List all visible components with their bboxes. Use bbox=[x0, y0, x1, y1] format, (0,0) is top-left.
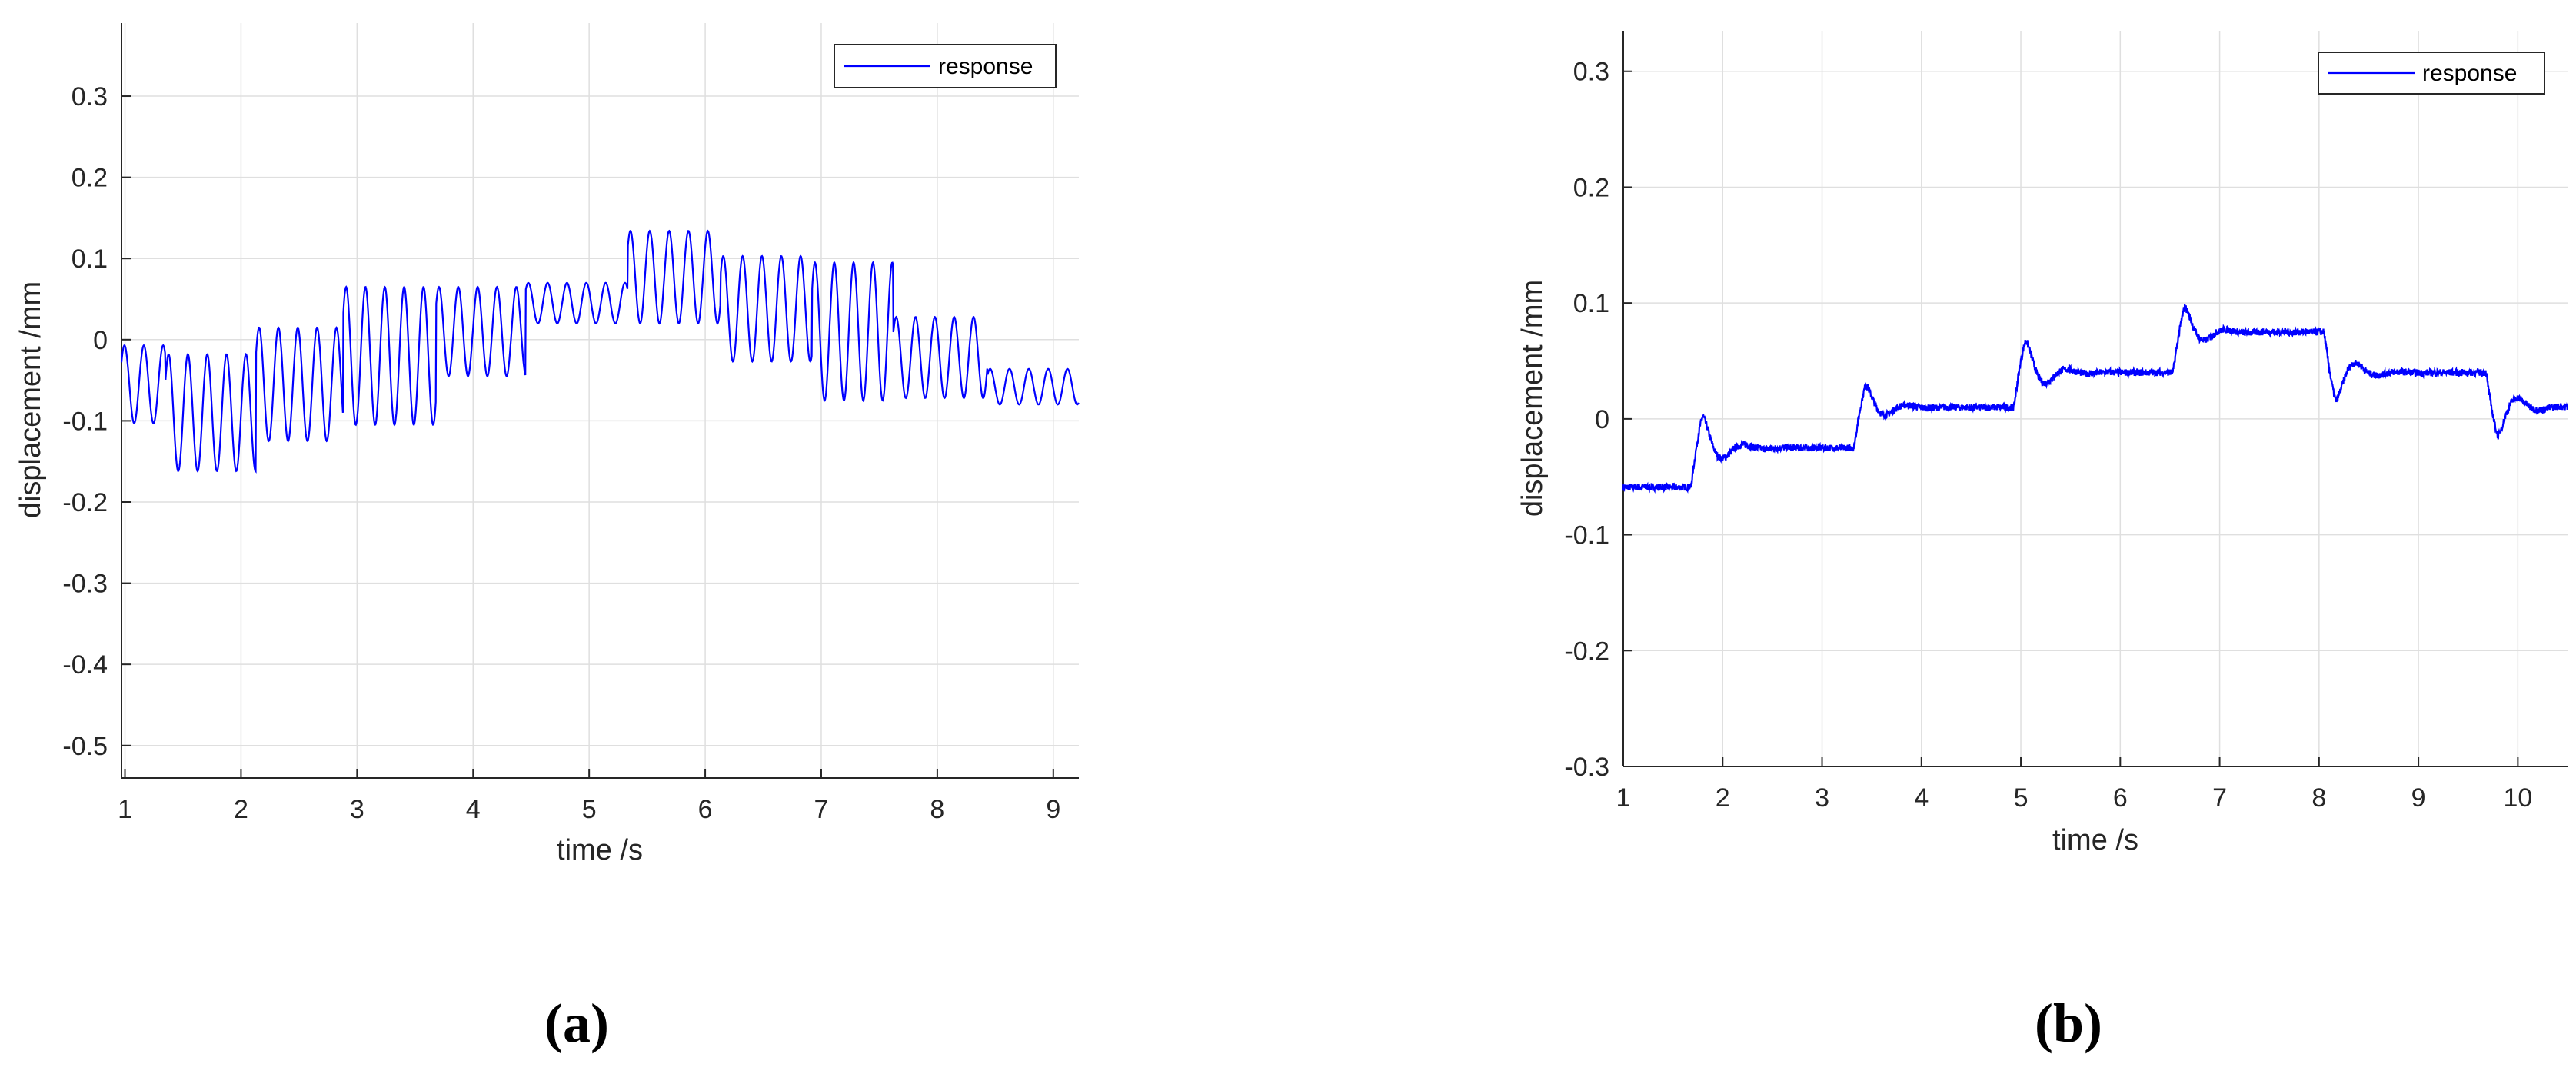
x-tick-label: 5 bbox=[582, 795, 597, 824]
y-tick-label: 0.1 bbox=[1573, 289, 1609, 318]
x-tick-label: 8 bbox=[2311, 783, 2326, 813]
y-tick-label: 0.3 bbox=[72, 82, 108, 111]
y-tick-label: -0.5 bbox=[62, 732, 108, 761]
y-tick-label: 0 bbox=[93, 326, 108, 355]
x-tick-label: 4 bbox=[466, 795, 481, 824]
y-axis-label: displacement /mm bbox=[1516, 280, 1549, 517]
x-tick-label: 1 bbox=[1616, 783, 1631, 813]
y-tick-label: -0.1 bbox=[62, 407, 108, 436]
y-tick-label: 0.2 bbox=[72, 164, 108, 193]
legend-label: response bbox=[938, 54, 1033, 79]
x-tick-label: 3 bbox=[1815, 783, 1829, 813]
y-tick-label: -0.2 bbox=[62, 488, 108, 517]
x-tick-label: 1 bbox=[118, 795, 132, 824]
x-tick-label: 5 bbox=[2014, 783, 2029, 813]
y-tick-label: -0.1 bbox=[1564, 521, 1609, 550]
legend-label: response bbox=[2422, 61, 2517, 86]
x-tick-label: 2 bbox=[1716, 783, 1730, 813]
y-tick-label: -0.4 bbox=[62, 650, 108, 680]
x-tick-label: 7 bbox=[2212, 783, 2227, 813]
grid-lines bbox=[1622, 31, 2568, 767]
x-tick-label: 7 bbox=[814, 795, 829, 824]
y-tick-label: 0.1 bbox=[72, 244, 108, 274]
x-tick-label: 6 bbox=[2113, 783, 2128, 813]
y-tick-label: 0 bbox=[1595, 405, 1609, 434]
x-tick-label: 2 bbox=[234, 795, 248, 824]
y-tick-label: 0.3 bbox=[1573, 58, 1609, 87]
x-tick-label: 9 bbox=[1046, 795, 1060, 824]
series-line-response bbox=[1622, 304, 2568, 494]
x-tick-label: 10 bbox=[2503, 783, 2532, 813]
x-axis-label: time /s bbox=[2052, 824, 2138, 856]
x-tick-label: 6 bbox=[698, 795, 713, 824]
grid-lines bbox=[121, 23, 1079, 778]
x-tick-label: 9 bbox=[2411, 783, 2426, 813]
x-tick-label: 3 bbox=[350, 795, 364, 824]
chart-b-svg: 1 2 3 4 5 6 7 8 9 10 -0.3 -0.2 -0.1 0 0.1 0.2 0.3 time /s… bbox=[1516, 31, 2568, 856]
y-tick-label: -0.3 bbox=[62, 570, 108, 599]
legend: response bbox=[834, 44, 1057, 88]
chart-panel-a: 1 2 3 4 5 6 7 8 9 -0.5 -0.4 -0.3 -0.2 -0.1 0 0.1 0.2 0.3 t… bbox=[15, 23, 1080, 1054]
x-tick-label: 8 bbox=[930, 795, 944, 824]
x-tick-label: 4 bbox=[1914, 783, 1929, 813]
y-tick-label: -0.2 bbox=[1564, 637, 1609, 666]
x-axis-label: time /s bbox=[557, 834, 643, 866]
y-tick-label: 0.2 bbox=[1573, 173, 1609, 202]
caption-b: (b) bbox=[2035, 993, 2102, 1054]
series-line-response bbox=[120, 229, 1080, 474]
chart-a-svg: 1 2 3 4 5 6 7 8 9 -0.5 -0.4 -0.3 -0.2 -0.1 0 0.1 0.2 0.3 t… bbox=[15, 23, 1080, 866]
chart-panel-b: 1 2 3 4 5 6 7 8 9 10 -0.3 -0.2 -0.1 0 0.1 0.2 0.3 time /s… bbox=[1288, 0, 2576, 1074]
y-axis-label: displacement /mm bbox=[15, 281, 47, 518]
legend: response bbox=[2318, 52, 2545, 95]
caption-a: (a) bbox=[544, 993, 609, 1054]
y-tick-label: -0.3 bbox=[1564, 753, 1609, 782]
